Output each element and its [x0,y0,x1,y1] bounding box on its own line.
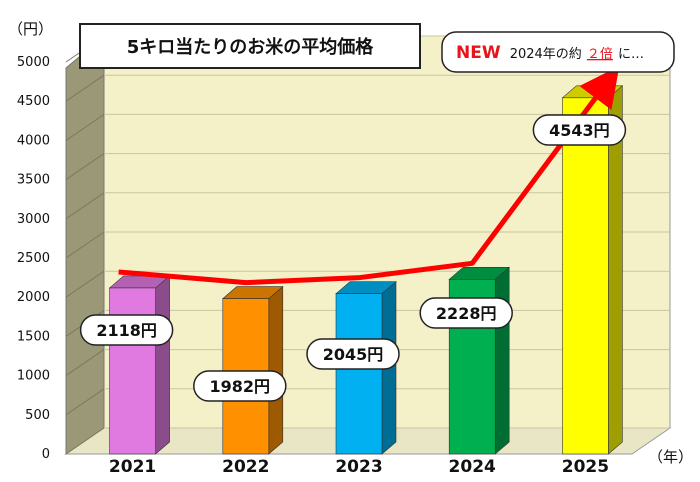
y-tick-label: 3500 [17,173,50,188]
bar-2024 [448,266,511,455]
x-tick-label: 2024 [449,457,496,477]
annotation-new: NEW [456,43,501,63]
gridline-side [65,231,105,259]
y-tick-label: 4000 [17,133,50,148]
gridline-side [65,153,105,181]
gridline-side [65,192,105,220]
y-tick-label: 4500 [17,94,50,109]
annotation-suffix: に… [618,47,644,62]
x-unit-label: （年） [648,448,693,466]
gridline-side [65,113,105,141]
annotation-prefix: 2024年の約 [510,47,582,62]
value-label-text: 2118円 [96,321,157,340]
bar-side [155,275,170,455]
annotation-emphasis: ２倍 [587,47,613,62]
trend-arrow [118,65,620,286]
x-tick-label: 2025 [562,457,609,477]
bar-2021 [108,275,171,455]
y-tick-label: 3000 [17,212,50,227]
gridline-side [65,388,105,416]
y-tick-label: 0 [42,447,50,462]
value-label-box [306,338,400,370]
value-label-text: 1982円 [210,377,271,396]
y-tick-label: 2000 [17,290,50,305]
value-label-text: 2045円 [323,345,384,364]
value-label-box [193,370,287,402]
bar-front [109,287,156,455]
gridline-side [65,427,105,455]
value-label-box [79,314,174,346]
value-label-2022: 1982円 [193,370,287,402]
annotation-text: NEW 2024年の約 ２倍 に… [456,43,644,63]
bar-front [562,97,609,455]
x-tick-label: 2021 [109,457,156,477]
y-tick-label: 500 [25,408,50,423]
trend-line [118,65,620,286]
value-label-2021: 2118円 [79,314,174,346]
value-label-box [419,297,513,329]
gridline-side [65,74,105,102]
x-tick-label: 2023 [335,457,382,477]
value-label-box [532,114,627,146]
y-axis-ticks: 0 500 1000 1500 2000 2500 3000 3500 4000 4500 5000 [17,55,50,462]
y-tick-label: 5000 [17,55,50,70]
bar-front [335,293,383,455]
y-tick-label: 1500 [17,329,50,344]
y-unit-label: （円） [8,20,53,38]
y-tick-label: 1000 [17,369,50,384]
x-tick-label: 2022 [222,457,269,477]
value-label-2025: 4543円 [532,114,627,146]
value-label-2024: 2228円 [419,297,513,329]
value-label-text: 4543円 [549,121,610,140]
gridline-side [65,349,105,377]
value-label-2023: 2045円 [306,338,400,370]
bar-2025 [561,85,624,455]
annotation-callout: NEW 2024年の約 ２倍 に… [441,31,675,73]
chart-title-box: 5キロ当たりのお米の平均価格 [79,23,421,69]
value-labels: 2118円 1982円 2045円 2228円 4543円 [79,114,627,402]
gridline-side [65,270,105,298]
value-label-text: 2228円 [436,304,497,323]
chart-title: 5キロ当たりのお米の平均価格 [127,36,375,58]
bar-side [494,266,510,455]
y-tick-label: 2500 [17,251,50,266]
x-axis-ticks: 2021 2022 2023 2024 2025 [109,457,609,477]
